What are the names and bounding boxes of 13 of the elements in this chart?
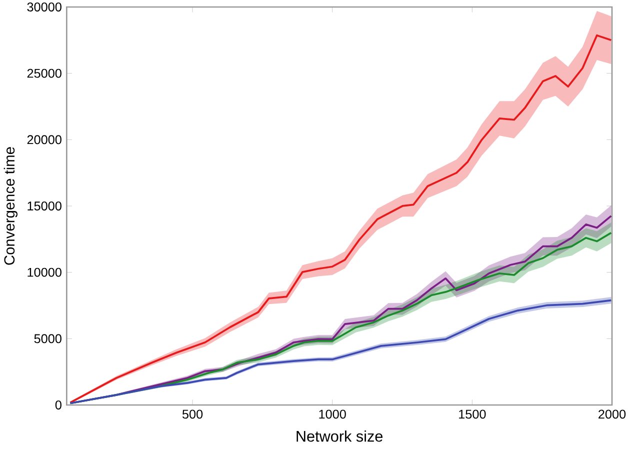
- x-tick-label: 1500: [459, 410, 486, 419]
- y-tick-label: 0: [55, 400, 62, 410]
- x-tick-label: 1000: [319, 410, 346, 419]
- x-axis-title: Network size: [296, 430, 383, 442]
- y-tick-label: 20000: [27, 135, 62, 144]
- y-tick-label: 30000: [27, 2, 62, 12]
- y-tick-label: 5000: [34, 334, 62, 344]
- y-axis-title: Convergence time: [4, 147, 18, 265]
- y-tick-label: 10000: [28, 268, 62, 277]
- y-tick-label: 15000: [28, 202, 62, 210]
- x-tick-label: 500: [182, 410, 203, 419]
- x-tick-label: 2000: [598, 410, 626, 419]
- y-tick-label: 25000: [27, 68, 62, 78]
